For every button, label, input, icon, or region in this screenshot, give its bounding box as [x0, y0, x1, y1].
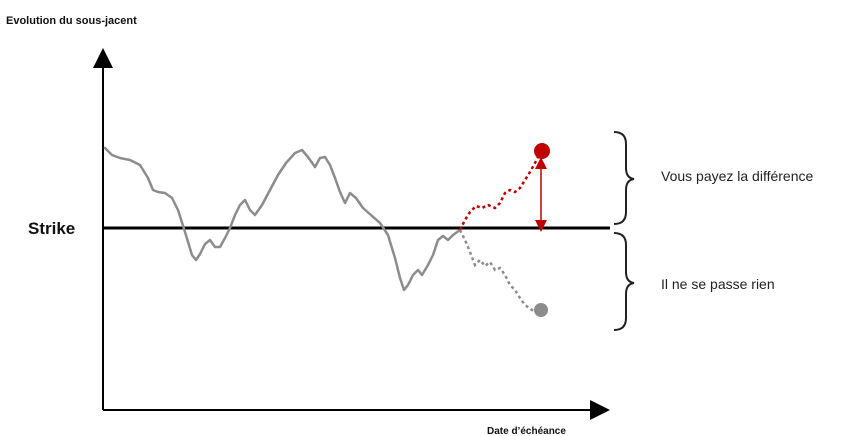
lower-brace — [613, 232, 635, 331]
strike-label: Strike — [28, 219, 75, 238]
up-scenario-endpoint — [534, 143, 550, 159]
down-scenario-path — [458, 229, 541, 313]
upper-brace-label: Vous payez la différence — [661, 168, 814, 184]
up-scenario-path — [458, 150, 543, 231]
x-axis-label: Date d’échéance — [487, 426, 566, 436]
lower-brace-label: Il ne se passe rien — [661, 276, 775, 292]
upper-brace — [613, 131, 635, 225]
y-axis-label: Evolution du sous-jacent — [6, 15, 137, 27]
down-scenario-endpoint — [534, 303, 548, 317]
underlying-history-line — [103, 146, 462, 292]
